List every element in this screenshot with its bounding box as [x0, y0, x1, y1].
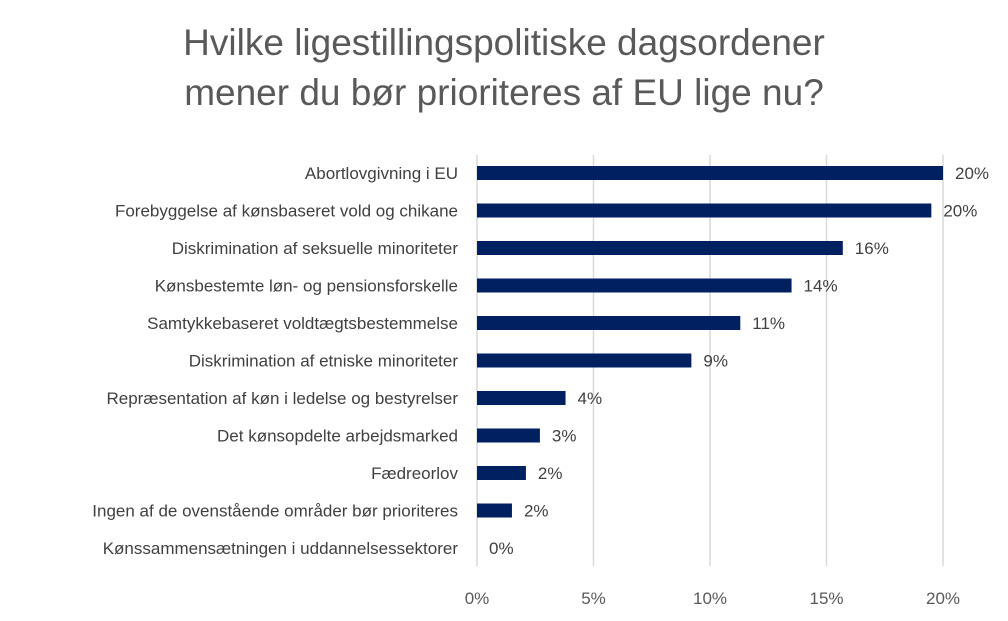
- title-line-1: Hvilke ligestillingspolitiske dagsordene…: [183, 22, 825, 63]
- data-label: 11%: [752, 314, 785, 333]
- data-label: 20%: [955, 164, 989, 183]
- category-label: Fædreorlov: [371, 464, 458, 483]
- data-label: 16%: [855, 239, 889, 258]
- data-label: 2%: [538, 464, 563, 483]
- bar: [477, 316, 741, 330]
- bar: [477, 391, 566, 405]
- bar: [477, 503, 512, 518]
- x-tick-label: 0%: [465, 589, 490, 608]
- category-label: Diskrimination af seksuelle minoriteter: [172, 239, 459, 258]
- category-label: Abortlovgivning i EU: [305, 164, 458, 183]
- data-label: 9%: [703, 352, 728, 371]
- x-tick-label: 10%: [693, 589, 727, 608]
- category-label: Ingen af de ovenstående områder bør prio…: [92, 502, 458, 521]
- category-label: Samtykkebaseret voldtægtsbestemmelse: [147, 314, 458, 333]
- data-label: 4%: [578, 389, 603, 408]
- category-label: Det kønsopdelte arbejdsmarked: [217, 427, 458, 446]
- x-tick-label: 20%: [926, 589, 960, 608]
- data-label: 0%: [489, 539, 514, 558]
- data-label: 3%: [552, 427, 577, 446]
- bar: [477, 241, 843, 255]
- category-label: Kønssammensætningen i uddannelsessektore…: [103, 539, 459, 558]
- title-line-2: mener du bør prioriteres af EU lige nu?: [184, 72, 824, 113]
- bar: [477, 166, 943, 180]
- bar: [477, 278, 792, 293]
- bar: [477, 466, 526, 480]
- bar: [477, 203, 932, 218]
- data-label: 20%: [943, 202, 977, 221]
- x-tick-label: 5%: [581, 589, 606, 608]
- category-label: Repræsentation af køn i ledelse og besty…: [106, 389, 458, 408]
- bar: [477, 428, 540, 443]
- chart-title: Hvilke ligestillingspolitiske dagsordene…: [0, 18, 1008, 118]
- x-tick-label: 15%: [809, 589, 843, 608]
- category-label: Forebyggelse af kønsbaseret vold og chik…: [115, 202, 458, 221]
- bar: [477, 353, 692, 368]
- data-label: 2%: [524, 502, 549, 521]
- category-label: Diskrimination af etniske minoriteter: [189, 352, 459, 371]
- data-label: 14%: [804, 277, 838, 296]
- category-label: Kønsbestemte løn- og pensionsforskelle: [155, 277, 458, 296]
